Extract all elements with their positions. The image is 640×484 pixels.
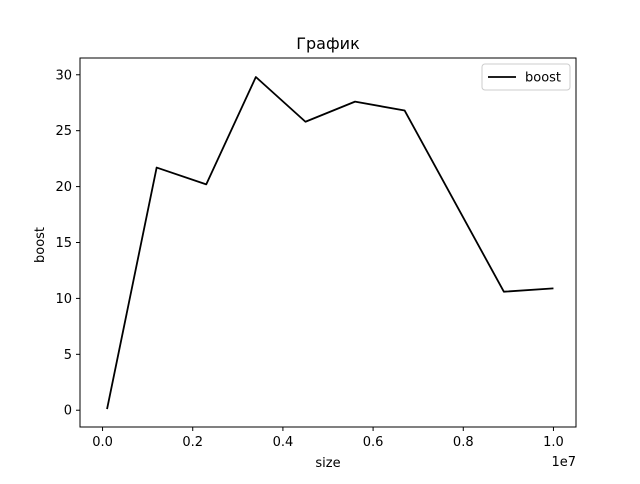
- y-tick-label: 5: [64, 348, 72, 363]
- x-tick-label: 0.2: [182, 435, 203, 450]
- series-line-boost: [106, 76, 554, 410]
- y-axis-label: boost: [33, 227, 48, 263]
- x-tick-label: 0.8: [453, 435, 474, 450]
- y-axis-ticks: 0 5 10 15 20 25 30: [55, 68, 80, 419]
- chart-title: График: [296, 34, 360, 53]
- legend-box: [481, 63, 571, 91]
- x-axis-label: size: [315, 456, 340, 471]
- legend: boost: [481, 63, 571, 91]
- x-axis-offset-label: 1e7: [551, 455, 576, 470]
- x-tick-label: 0.4: [273, 435, 294, 450]
- x-axis-ticks: 0.0 0.2 0.4 0.6 0.8 1.0: [92, 427, 564, 450]
- plot-content: [106, 76, 554, 410]
- x-tick-label: 1.0: [543, 435, 564, 450]
- x-tick-label: 0.6: [363, 435, 384, 450]
- y-tick-label: 10: [55, 292, 72, 307]
- y-tick-label: 0: [64, 404, 72, 419]
- y-tick-label: 25: [55, 124, 72, 139]
- x-tick-label: 0.0: [92, 435, 113, 450]
- legend-label: boost: [525, 71, 561, 86]
- y-tick-label: 20: [55, 180, 72, 195]
- y-tick-label: 30: [55, 68, 72, 83]
- y-tick-label: 15: [55, 236, 72, 251]
